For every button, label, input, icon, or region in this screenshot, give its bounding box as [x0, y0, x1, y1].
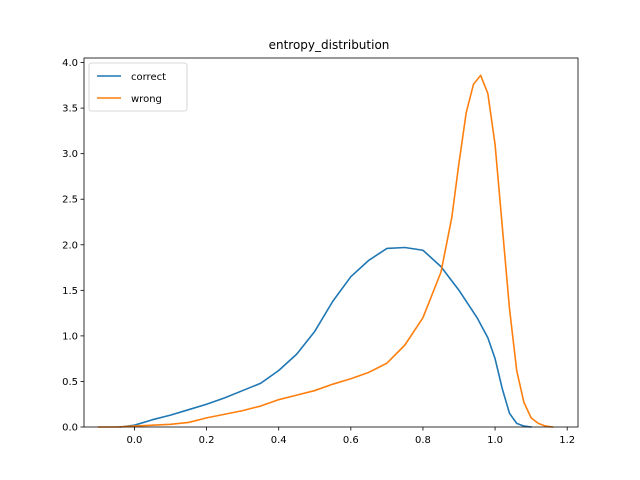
y-tick-label: 1.0 [62, 331, 78, 342]
x-tick-label: 0.8 [415, 435, 431, 446]
x-tick-label: 0.6 [343, 435, 359, 446]
y-tick-label: 0.0 [62, 423, 78, 434]
chart-title: entropy_distribution [269, 38, 390, 52]
x-tick-label: 0.0 [127, 435, 143, 446]
x-tick-label: 1.0 [487, 435, 503, 446]
plot-frame [83, 57, 579, 428]
y-tick-label: 4.0 [62, 58, 78, 69]
series-line-correct [119, 246, 532, 428]
y-axis: 0.0 0.5 1.0 1.5 2.0 2.5 3.0 3.5 4.0 [62, 58, 84, 434]
x-tick-label: 0.4 [271, 435, 287, 446]
x-tick-label: 0.2 [199, 435, 215, 446]
y-tick-label: 3.5 [62, 104, 78, 115]
x-axis: 0.0 0.2 0.4 0.6 0.8 1.0 1.2 [127, 427, 575, 446]
y-tick-label: 3.0 [62, 149, 78, 160]
x-tick-label: 1.2 [559, 435, 575, 446]
legend: correct wrong [88, 62, 188, 112]
legend-label-correct: correct [131, 72, 166, 83]
y-tick-label: 0.5 [62, 377, 78, 388]
series-line-wrong [97, 74, 554, 428]
y-tick-label: 2.0 [62, 240, 78, 251]
y-tick-label: 2.5 [62, 195, 78, 206]
legend-label-wrong: wrong [131, 94, 162, 105]
series-layer [97, 74, 554, 428]
legend-box [88, 62, 188, 112]
y-tick-label: 1.5 [62, 286, 78, 297]
